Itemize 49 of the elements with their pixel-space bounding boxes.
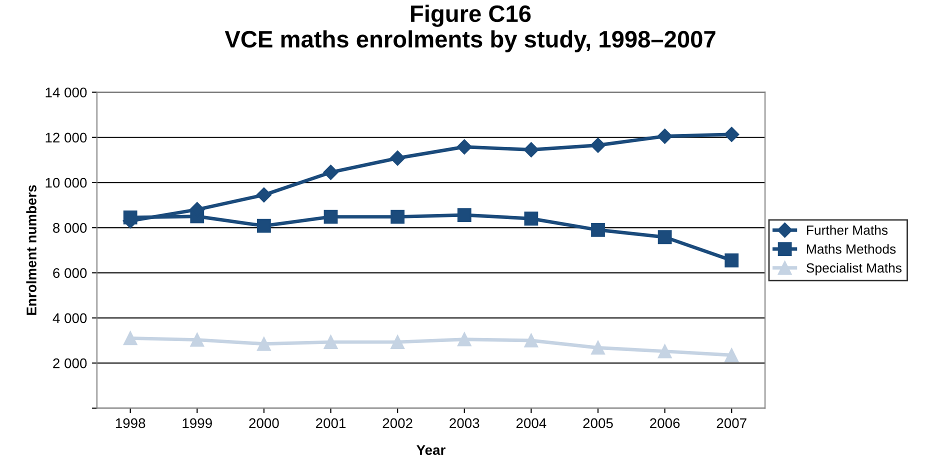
point xyxy=(524,142,539,158)
point xyxy=(457,332,472,346)
y-axis-title: Enrolment numbers xyxy=(26,185,36,315)
x-tick-label: 2005 xyxy=(583,418,613,428)
x-tick-label: 2000 xyxy=(249,418,279,428)
x-tick-label: 2006 xyxy=(650,418,680,428)
point xyxy=(658,230,672,244)
point xyxy=(257,336,271,351)
point xyxy=(658,344,672,358)
legend-label: Specialist Maths xyxy=(806,262,902,276)
x-tick-label: 1998 xyxy=(116,418,146,428)
point xyxy=(390,150,406,166)
point xyxy=(324,335,338,350)
x-tick-label: 2004 xyxy=(516,418,546,428)
legend-label: Further Maths xyxy=(807,225,888,235)
point xyxy=(324,210,338,224)
y-tick-label: 2 000 xyxy=(53,358,87,368)
y-tick-label: 14 000 xyxy=(46,88,87,98)
point xyxy=(724,126,740,142)
point xyxy=(123,331,138,346)
x-tick-label: 2007 xyxy=(716,418,746,428)
y-tick-label: 10 000 xyxy=(46,178,87,188)
point xyxy=(390,210,405,224)
point xyxy=(256,187,272,202)
y-tick-label: 4 000 xyxy=(52,313,87,324)
point xyxy=(390,335,405,350)
point xyxy=(190,332,204,347)
y-tick-label: 8 000 xyxy=(53,222,87,233)
y-tick-label: 6 000 xyxy=(53,268,87,278)
x-tick-label: 2003 xyxy=(450,418,480,428)
point xyxy=(323,164,338,180)
point xyxy=(524,212,538,226)
point xyxy=(457,208,472,222)
point xyxy=(524,334,538,348)
point xyxy=(657,128,672,144)
point xyxy=(456,139,472,154)
point xyxy=(591,340,605,355)
point xyxy=(724,348,739,362)
y-tick-label: 12 000 xyxy=(46,132,87,143)
point xyxy=(591,222,605,237)
x-axis-title: Year xyxy=(416,445,446,455)
chart-title: Figure C16 VCE maths enrolments by study, 1998–2007 xyxy=(224,4,716,52)
legend-label: Maths Methods xyxy=(807,244,896,254)
point xyxy=(590,138,606,153)
x-tick-label: 2002 xyxy=(382,418,412,428)
point xyxy=(724,253,739,268)
point xyxy=(257,218,271,233)
x-tick-label: 1999 xyxy=(182,418,212,428)
x-tick-label: 2001 xyxy=(316,418,346,428)
